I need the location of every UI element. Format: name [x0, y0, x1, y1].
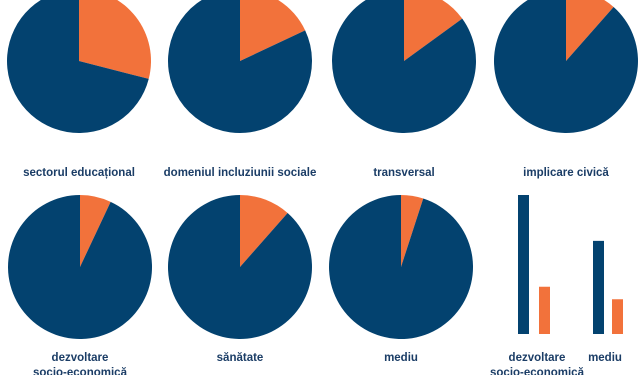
- bar: [539, 286, 550, 334]
- pie-chart-7: [329, 195, 474, 339]
- pie-slice-blue: [329, 195, 474, 339]
- pie-slice-blue: [8, 195, 153, 339]
- bar-category-label-line: mediu: [588, 352, 622, 364]
- pie-label-line: implicare civică: [523, 167, 609, 179]
- bar: [593, 240, 604, 334]
- bar-category-label-line: socio-economică: [490, 367, 585, 375]
- pie-slice-blue: [168, 0, 312, 133]
- pie-slice-orange: [80, 194, 111, 267]
- pie-label: implicare civică: [523, 167, 609, 179]
- pie-label: mediu: [384, 352, 418, 364]
- pie-slice-orange: [240, 195, 288, 267]
- pie-slice-orange: [240, 0, 306, 61]
- pie-chart-5: [8, 194, 153, 339]
- pie-slice-orange: [566, 0, 614, 61]
- pie-slice-blue: [494, 0, 638, 133]
- pie-label-line: sănătate: [217, 352, 264, 364]
- bar-category-label-line: dezvoltare: [509, 352, 566, 364]
- pie-slice-blue: [332, 0, 476, 133]
- pie-label: dezvoltare socio-economică: [33, 352, 128, 375]
- pie-chart-6: [167, 195, 312, 339]
- pie-slice-blue: [7, 0, 149, 133]
- bar-chart: [518, 195, 623, 334]
- pie-slice-blue: [167, 195, 312, 339]
- pie-slice-orange: [404, 0, 463, 61]
- pie-label: domeniul incluziunii sociale: [164, 167, 317, 179]
- pie-label-line: transversal: [373, 167, 434, 179]
- pie-chart-3: [332, 0, 476, 133]
- bar-category-label: mediu: [588, 352, 622, 364]
- pie-label-line: socio-economică: [33, 367, 128, 375]
- pie-chart-1: [7, 0, 151, 133]
- pie-label: sănătate: [217, 352, 264, 364]
- pie-label-line: dezvoltare: [52, 352, 109, 364]
- bar: [612, 299, 623, 334]
- pie-label: transversal: [373, 167, 434, 179]
- bar-category-label: dezvoltare socio-economică: [490, 352, 585, 375]
- pie-slice-orange: [79, 0, 151, 79]
- pie-slice-orange: [401, 195, 424, 267]
- pie-label-line: domeniul incluziunii sociale: [164, 167, 317, 179]
- pie-label-line: sectorul educațional: [23, 167, 135, 179]
- pie-label: sectorul educațional: [23, 167, 135, 179]
- pie-chart-2: [168, 0, 312, 133]
- pie-chart-4: [494, 0, 638, 133]
- pie-label-line: mediu: [384, 352, 418, 364]
- bar: [518, 195, 529, 334]
